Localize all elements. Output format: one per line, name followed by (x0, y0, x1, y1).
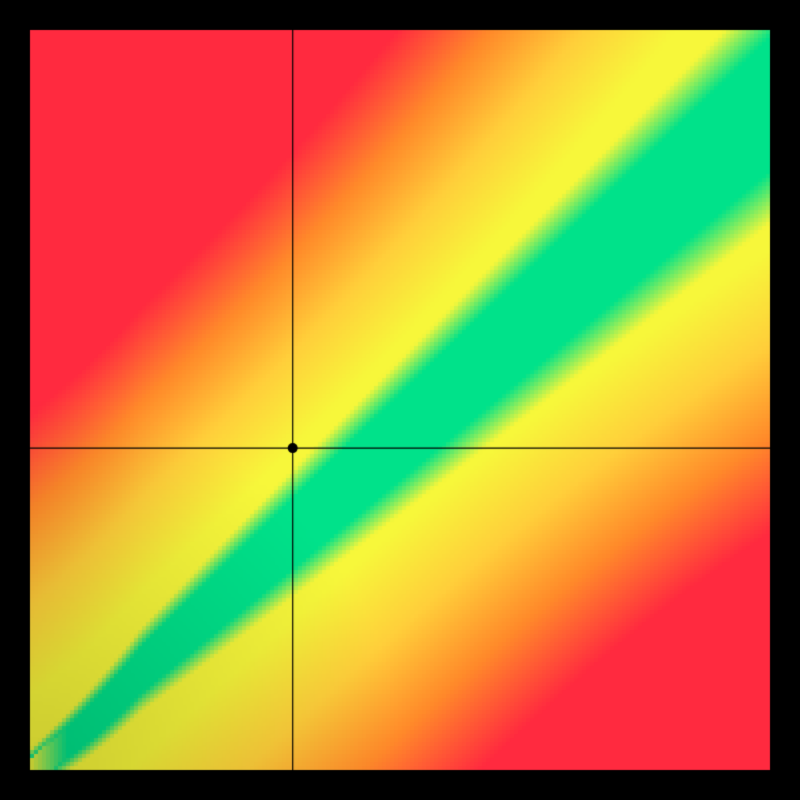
bottleneck-heatmap (0, 0, 800, 800)
chart-container: TheBottleneck.com (0, 0, 800, 800)
